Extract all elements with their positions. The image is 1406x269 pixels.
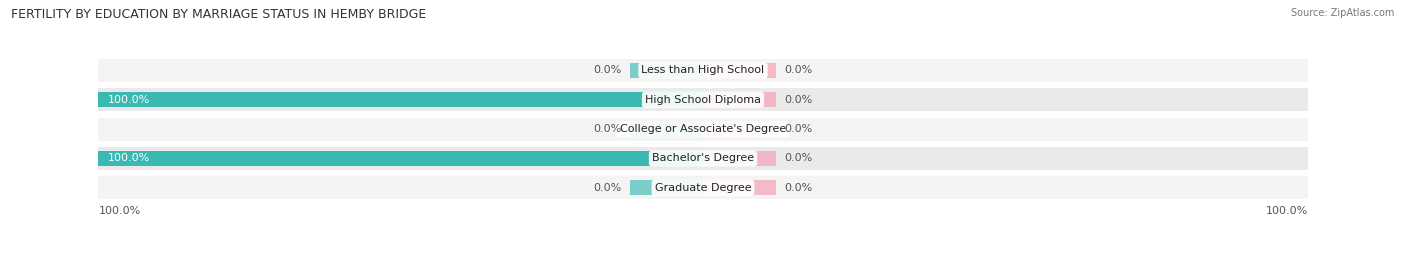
Text: 0.0%: 0.0% — [785, 65, 813, 75]
Text: High School Diploma: High School Diploma — [645, 95, 761, 105]
Text: 0.0%: 0.0% — [785, 124, 813, 134]
Bar — [630, 63, 703, 78]
Bar — [703, 122, 776, 137]
Bar — [98, 147, 1308, 170]
Text: Graduate Degree: Graduate Degree — [655, 183, 751, 193]
Text: 100.0%: 100.0% — [107, 154, 149, 164]
Bar — [703, 151, 776, 166]
Bar — [98, 176, 1308, 199]
Text: 0.0%: 0.0% — [593, 183, 621, 193]
Text: 0.0%: 0.0% — [785, 95, 813, 105]
Bar — [98, 92, 703, 107]
Text: 0.0%: 0.0% — [593, 124, 621, 134]
Text: 100.0%: 100.0% — [1265, 206, 1308, 216]
Text: 0.0%: 0.0% — [785, 183, 813, 193]
Bar — [630, 180, 703, 196]
Bar — [703, 63, 776, 78]
Text: Less than High School: Less than High School — [641, 65, 765, 75]
Legend: Married, Unmarried: Married, Unmarried — [620, 266, 786, 269]
Bar — [703, 180, 776, 196]
Text: 100.0%: 100.0% — [98, 206, 141, 216]
Bar — [703, 92, 776, 107]
Bar — [98, 151, 703, 166]
Bar — [98, 59, 1308, 82]
Text: 0.0%: 0.0% — [785, 154, 813, 164]
Text: 0.0%: 0.0% — [593, 65, 621, 75]
Text: College or Associate's Degree: College or Associate's Degree — [620, 124, 786, 134]
Bar — [630, 122, 703, 137]
Bar — [98, 118, 1308, 141]
Text: Source: ZipAtlas.com: Source: ZipAtlas.com — [1291, 8, 1395, 18]
Text: Bachelor's Degree: Bachelor's Degree — [652, 154, 754, 164]
Text: 100.0%: 100.0% — [107, 95, 149, 105]
Bar — [98, 88, 1308, 111]
Text: FERTILITY BY EDUCATION BY MARRIAGE STATUS IN HEMBY BRIDGE: FERTILITY BY EDUCATION BY MARRIAGE STATU… — [11, 8, 426, 21]
